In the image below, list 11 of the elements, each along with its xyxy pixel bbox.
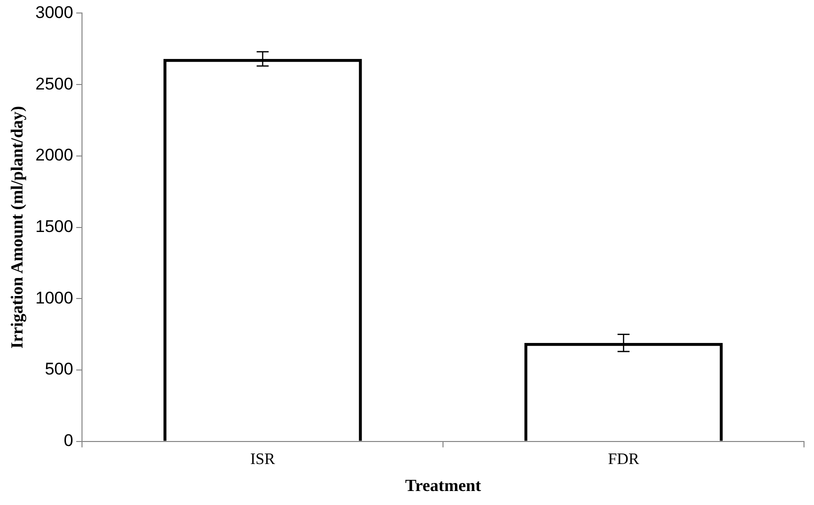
y-tick-label: 2500 bbox=[35, 74, 74, 94]
y-tick-label: 1500 bbox=[35, 216, 74, 236]
y-tick-label: 1000 bbox=[35, 288, 74, 308]
y-tick-label: 3000 bbox=[35, 2, 74, 22]
x-axis-title: Treatment bbox=[405, 476, 482, 496]
x-tick-label: ISR bbox=[250, 451, 276, 468]
y-tick-label: 500 bbox=[44, 360, 74, 379]
y-tick-label: 2000 bbox=[35, 146, 74, 165]
y-axis-title: Irrigation Amount (ml/plant/day) bbox=[8, 106, 27, 349]
x-tick-label: FDR bbox=[608, 451, 640, 468]
y-tick-label: 0 bbox=[64, 431, 74, 450]
